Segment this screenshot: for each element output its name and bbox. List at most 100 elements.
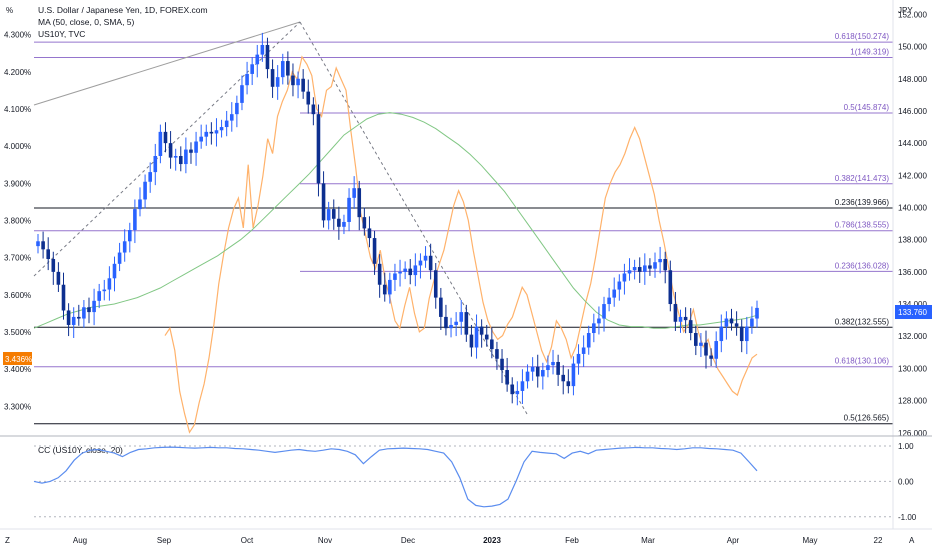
us10y-line (164, 55, 758, 434)
last-price-badge: 133.760 (895, 305, 932, 319)
candle (454, 312, 458, 337)
candle (286, 51, 290, 85)
candle (337, 206, 341, 240)
candle (102, 279, 107, 301)
candle (459, 300, 464, 335)
x-tick-label: Mar (641, 536, 655, 545)
fib-level-label: 1(149.319) (850, 48, 889, 57)
right-unit-label: JPY (898, 6, 913, 15)
cc-legend: CC (US10Y, close, 20) (38, 445, 123, 455)
candle (653, 252, 657, 278)
candle (525, 364, 530, 389)
fib-level-label: 0.618(150.274) (835, 32, 890, 41)
candle (224, 110, 229, 137)
x-tick-label: 22 (874, 536, 883, 545)
candle (750, 306, 754, 334)
candle (699, 333, 703, 357)
candle (316, 104, 321, 197)
right-tick-label: 130.000 (898, 364, 927, 373)
candle (97, 283, 101, 309)
right-tick-label: 142.000 (898, 171, 927, 180)
left-tick-label: 3.800% (4, 216, 31, 225)
candle (36, 234, 40, 254)
right-tick-label: 138.000 (898, 236, 927, 245)
candle (189, 142, 193, 164)
candle (413, 253, 418, 287)
candle (301, 69, 305, 99)
candle (148, 162, 152, 193)
left-tick-label: 3.300% (4, 402, 31, 411)
candle (433, 263, 438, 309)
candle (444, 304, 448, 336)
candle (122, 229, 127, 262)
x-tick-label: Dec (401, 536, 415, 545)
candle (255, 44, 260, 78)
candle (352, 176, 356, 209)
right-tick-label: 146.000 (898, 107, 927, 116)
candle (398, 259, 402, 287)
candle (184, 137, 188, 174)
candle (643, 253, 647, 285)
candle (275, 65, 280, 100)
left-tick-label: 3.500% (4, 328, 31, 337)
left-tick-label: 3.700% (4, 254, 31, 263)
candle (449, 317, 453, 338)
candle (551, 349, 555, 375)
candle (331, 199, 336, 230)
x-tick-label: May (802, 536, 817, 545)
candle (515, 381, 520, 406)
chart-title: U.S. Dollar / Japanese Yen, 1D, FOREX.co… (38, 5, 208, 15)
fib-level-label: 0.786(138.555) (835, 221, 890, 230)
candle (729, 308, 734, 331)
candle (235, 95, 239, 128)
candle (194, 131, 198, 166)
candle (143, 174, 147, 209)
candle (561, 365, 566, 395)
candles (36, 32, 759, 406)
x-tick-label: Sep (157, 536, 172, 545)
candle (546, 355, 550, 378)
candle (566, 369, 571, 394)
candle (500, 349, 504, 384)
candle (306, 79, 311, 114)
candle (581, 335, 586, 367)
candle (627, 258, 632, 281)
candle (755, 300, 759, 328)
a-icon[interactable]: A (909, 536, 915, 545)
right-tick-label: 140.000 (898, 203, 927, 212)
candle (408, 258, 413, 285)
candle (56, 262, 61, 292)
candle (683, 307, 688, 334)
candle (382, 272, 387, 302)
candle (163, 122, 168, 153)
candle (709, 348, 713, 366)
candle (648, 258, 652, 276)
candle (479, 319, 484, 348)
right-tick-label: 132.000 (898, 332, 927, 341)
candle (326, 201, 331, 230)
candle (745, 316, 749, 355)
cc-tick-label: 1.00 (898, 442, 914, 451)
trend-line-up (33, 21, 301, 106)
candle (347, 188, 351, 232)
candle (76, 304, 81, 326)
candle (535, 354, 540, 388)
z-icon[interactable]: Z (5, 536, 10, 545)
candle (173, 148, 178, 171)
candle (484, 324, 489, 347)
left-unit-label: % (6, 6, 13, 15)
candle (291, 63, 295, 97)
candle (668, 260, 673, 312)
svg-text:133.760: 133.760 (898, 308, 927, 317)
fib-level-label: 0.236(139.966) (835, 198, 890, 207)
left-tick-label: 4.200% (4, 68, 31, 77)
candle (168, 131, 173, 169)
right-tick-label: 134.000 (898, 300, 927, 309)
candle (133, 199, 137, 244)
fib-level-label: 0.5(145.874) (844, 103, 890, 112)
candle (250, 57, 254, 86)
candle (280, 53, 285, 85)
candle (576, 344, 581, 375)
candle (704, 330, 708, 369)
